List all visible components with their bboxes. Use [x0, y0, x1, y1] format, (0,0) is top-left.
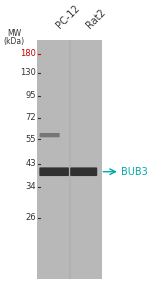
FancyBboxPatch shape: [39, 167, 69, 176]
Text: BUB3: BUB3: [121, 167, 148, 177]
Text: PC-12: PC-12: [55, 3, 82, 31]
Text: 55: 55: [26, 135, 36, 144]
FancyBboxPatch shape: [37, 40, 102, 279]
Text: (kDa): (kDa): [4, 37, 25, 46]
Text: MW: MW: [7, 29, 21, 38]
Text: Rat2: Rat2: [84, 8, 108, 31]
Text: 95: 95: [26, 91, 36, 100]
Text: 130: 130: [20, 68, 36, 77]
FancyBboxPatch shape: [70, 167, 97, 176]
Text: 43: 43: [26, 159, 36, 168]
Text: 180: 180: [20, 49, 36, 58]
FancyBboxPatch shape: [40, 133, 60, 137]
Text: 26: 26: [26, 213, 36, 222]
Text: 72: 72: [26, 113, 36, 122]
Text: 34: 34: [26, 182, 36, 191]
